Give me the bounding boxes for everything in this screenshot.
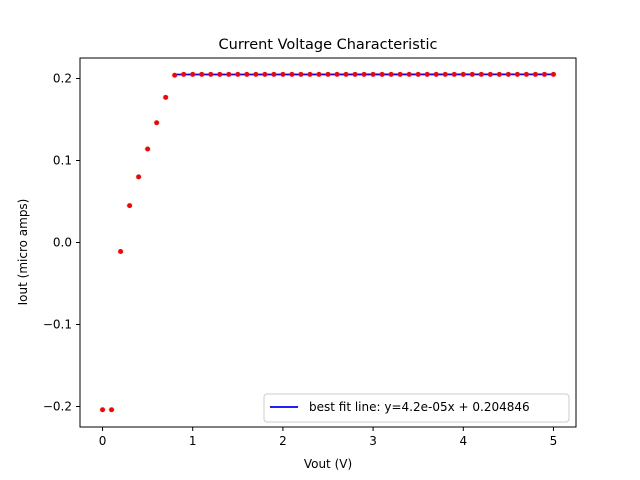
- data-point: [154, 120, 160, 126]
- y-tick-label: 0.1: [53, 154, 72, 168]
- x-tick-label: 3: [369, 434, 377, 448]
- data-point: [487, 71, 493, 77]
- data-point: [406, 71, 412, 77]
- data-point: [298, 71, 304, 77]
- plot-frame: [79, 57, 577, 428]
- data-point: [172, 72, 178, 78]
- chart-title: Current Voltage Characteristic: [219, 37, 438, 53]
- data-point: [199, 71, 205, 77]
- legend-box: [263, 393, 570, 423]
- x-tick-label: 2: [279, 434, 287, 448]
- y-tick-label: −0.1: [43, 318, 72, 332]
- y-tick-label: 0.2: [53, 72, 72, 86]
- data-point: [235, 71, 241, 77]
- data-point: [496, 71, 502, 77]
- data-point: [145, 146, 151, 152]
- data-point: [550, 71, 556, 77]
- data-point: [226, 71, 232, 77]
- data-point: [379, 71, 385, 77]
- data-point: [190, 71, 196, 77]
- x-tick-label: 0: [99, 434, 107, 448]
- data-point: [460, 71, 466, 77]
- data-point: [361, 71, 367, 77]
- data-point: [109, 407, 115, 413]
- data-point: [127, 203, 133, 209]
- data-point: [451, 71, 457, 77]
- x-axis-label: Vout (V): [304, 457, 352, 471]
- data-point: [262, 71, 268, 77]
- plot-area: [79, 57, 577, 428]
- x-tick-label: 4: [459, 434, 467, 448]
- data-point: [532, 71, 538, 77]
- y-axis: −0.2 −0.1 0.0 0.1 0.2: [43, 72, 80, 414]
- data-point: [208, 71, 214, 77]
- data-point: [514, 71, 520, 77]
- y-tick-label: 0.0: [53, 236, 72, 250]
- y-tick-label: −0.2: [43, 400, 72, 414]
- legend-entry-label: best fit line: y=4.2e-05x + 0.204846: [309, 400, 530, 414]
- data-point: [181, 71, 187, 77]
- data-point: [541, 71, 547, 77]
- data-point: [253, 71, 259, 77]
- data-point: [217, 71, 223, 77]
- data-point: [424, 71, 430, 77]
- data-point: [442, 71, 448, 77]
- x-tick-label: 1: [189, 434, 197, 448]
- data-point: [163, 94, 169, 100]
- data-point: [316, 71, 322, 77]
- data-point: [523, 71, 529, 77]
- data-point: [370, 71, 376, 77]
- data-point: [136, 174, 142, 180]
- data-point: [352, 71, 358, 77]
- y-axis-label: Iout (micro amps): [16, 199, 30, 306]
- legend: best fit line: y=4.2e-05x + 0.204846: [263, 393, 570, 423]
- x-axis: 0 1 2 3 4 5: [99, 427, 558, 448]
- data-point: [118, 249, 124, 255]
- data-point: [307, 71, 313, 77]
- data-point: [271, 71, 277, 77]
- data-point: [289, 71, 295, 77]
- data-point: [325, 71, 331, 77]
- data-point: [478, 71, 484, 77]
- data-point: [433, 71, 439, 77]
- data-point: [334, 71, 340, 77]
- data-point: [343, 71, 349, 77]
- data-point: [469, 71, 475, 77]
- data-point: [100, 407, 106, 413]
- data-point: [505, 71, 511, 77]
- x-tick-label: 5: [550, 434, 558, 448]
- data-point: [280, 71, 286, 77]
- data-point: [244, 71, 250, 77]
- data-point: [388, 71, 394, 77]
- data-point: [397, 71, 403, 77]
- data-point: [415, 71, 421, 77]
